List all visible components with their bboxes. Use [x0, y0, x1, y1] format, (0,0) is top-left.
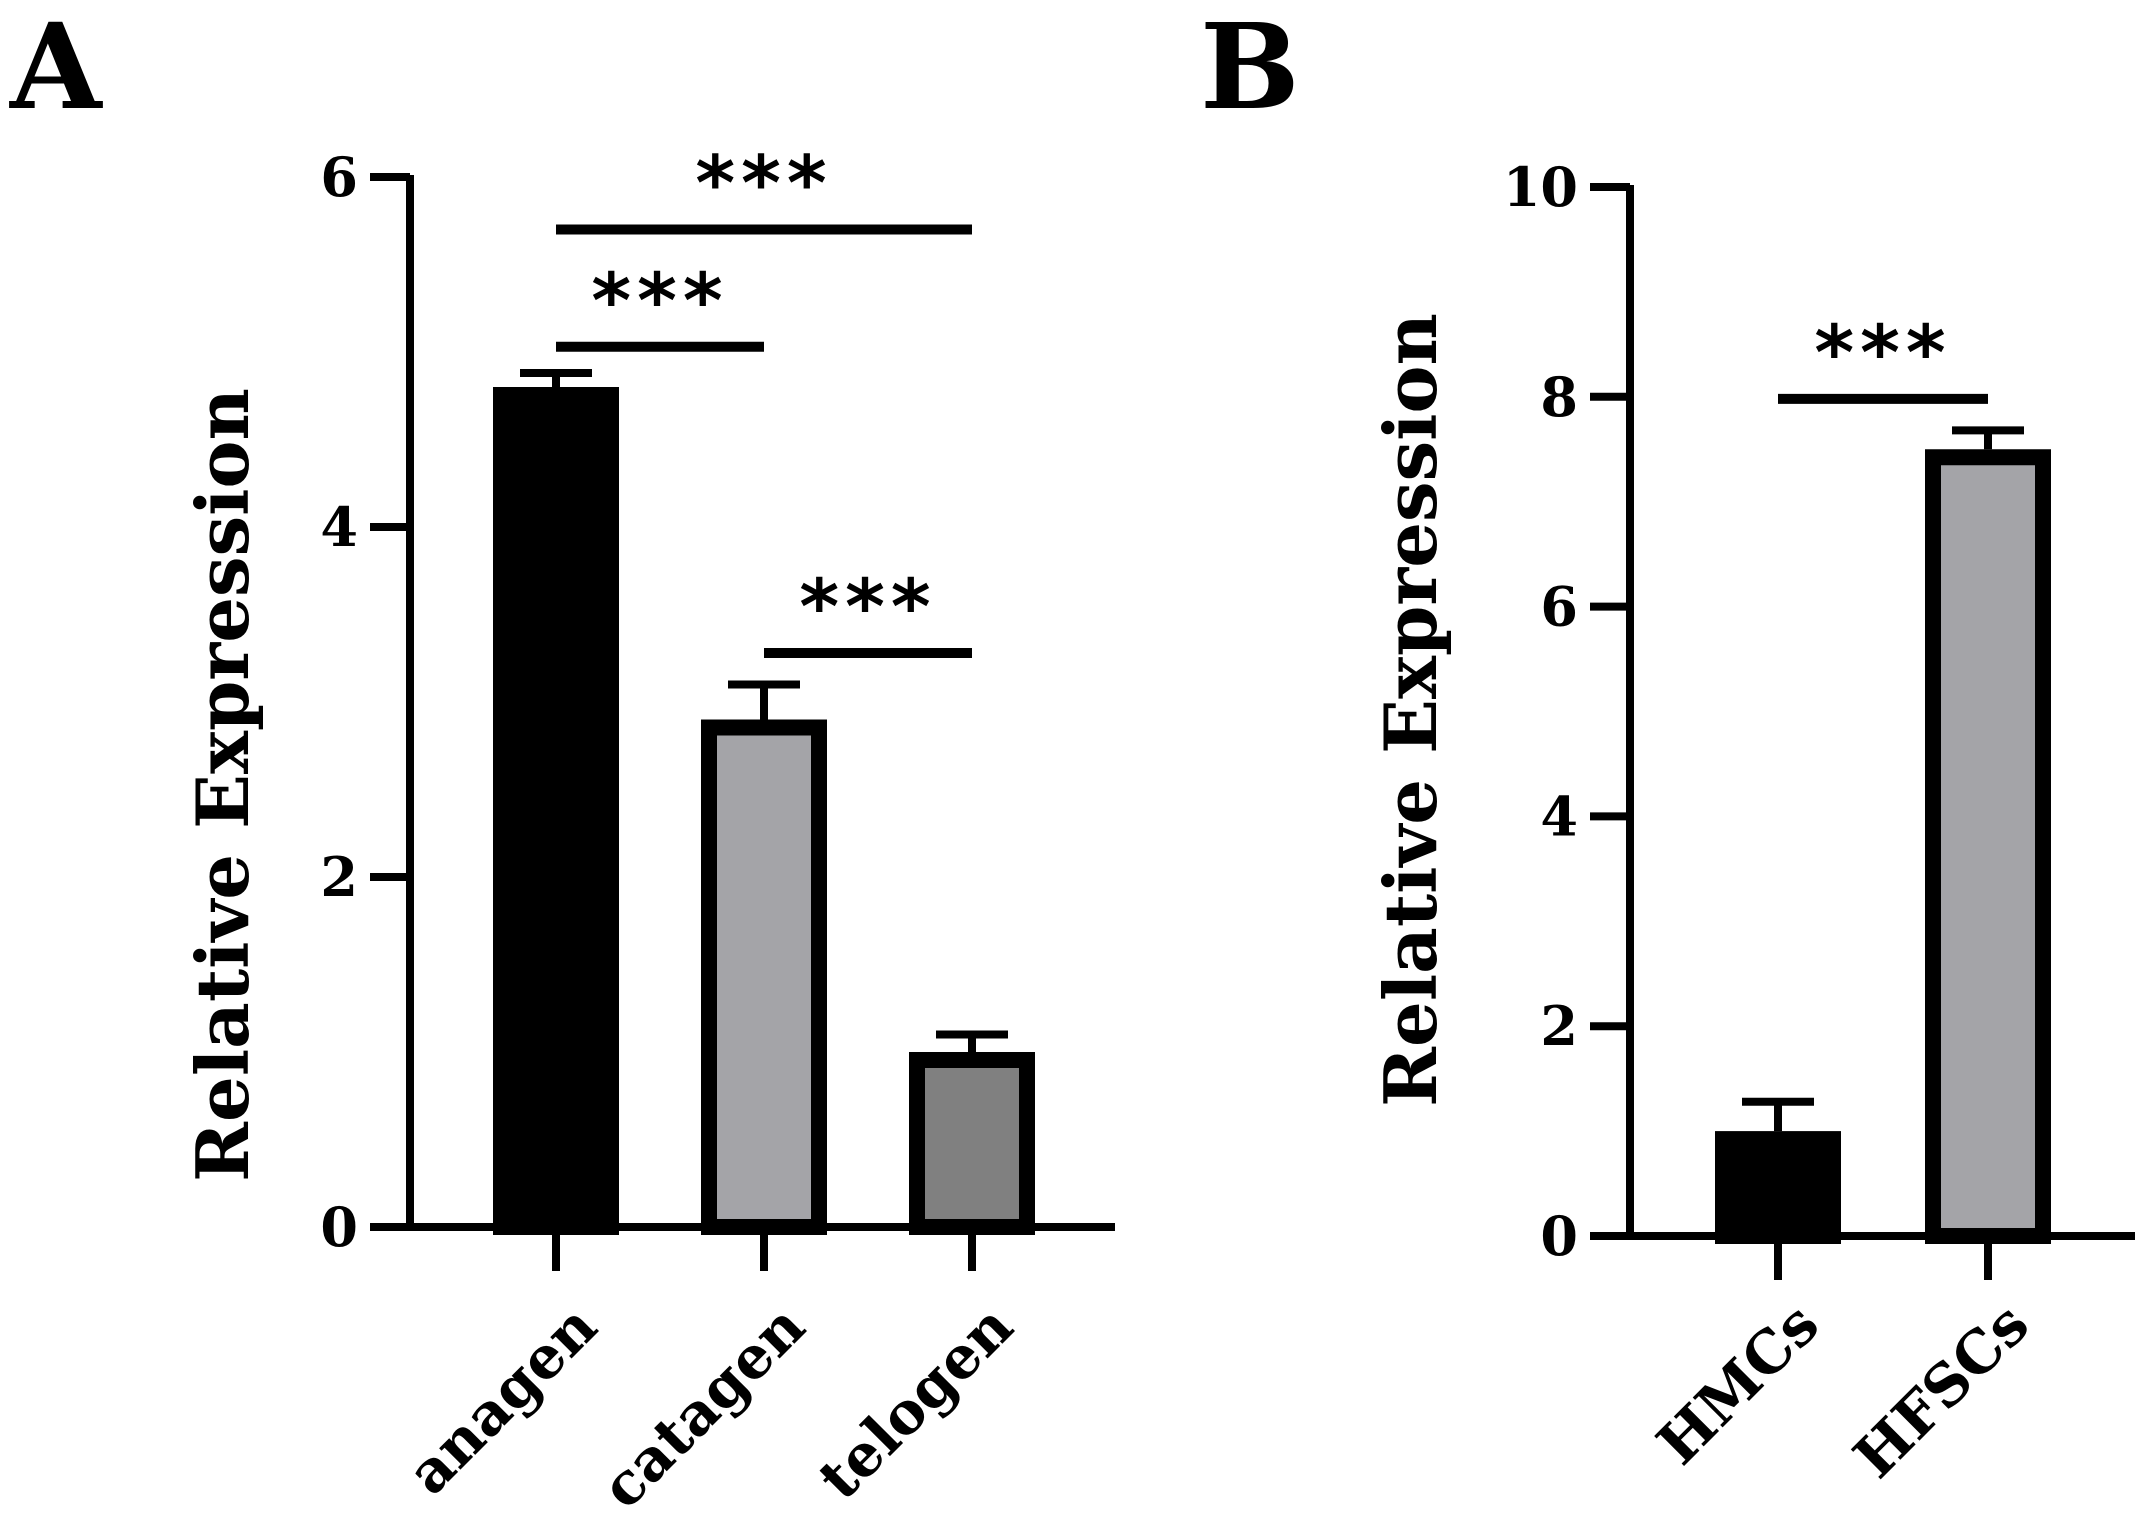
x-tick-label-catagen: catagen: [588, 1292, 818, 1521]
y-tick-label: 4: [1540, 784, 1578, 848]
bar-HMCs: [1715, 1131, 1841, 1244]
x-tick-label-telogen: telogen: [805, 1292, 1026, 1513]
y-tick-label: 2: [320, 845, 358, 909]
y-tick-label: 2: [1540, 994, 1578, 1058]
panel-a-letter: A: [9, 0, 103, 136]
x-tick-label-HFSCs: HFSCs: [1841, 1290, 2042, 1491]
y-tick-label: 0: [1540, 1204, 1578, 1268]
y-tick-label: 8: [1540, 365, 1578, 429]
x-tick-label-HMCs: HMCs: [1644, 1290, 1832, 1478]
y-tick-label: 10: [1503, 155, 1578, 219]
significance-label-anagen-telogen: ***: [695, 139, 832, 228]
panel-a-chart: A Relative Expression 0 2 4 6 anagencatagent…: [9, 0, 1115, 1521]
y-tick-label: 4: [320, 495, 358, 559]
significance-label-anagen-catagen: ***: [591, 256, 728, 345]
significance-label-catagen-telogen: ***: [799, 562, 936, 651]
bar-catagen: [701, 719, 827, 1235]
significance-label-HMCs-HFSCs: ***: [1814, 308, 1951, 397]
panel-b-y-axis-title: Relative Expression: [1368, 313, 1453, 1107]
y-tick-label: 0: [320, 1195, 358, 1259]
panel-a-y-axis-title: Relative Expression: [180, 388, 265, 1182]
x-tick-label-anagen: anagen: [394, 1292, 610, 1508]
bar-HFSCs: [1925, 449, 2051, 1244]
y-tick-label: 6: [1540, 575, 1578, 639]
bar-telogen: [909, 1052, 1035, 1235]
y-tick-label: 6: [320, 145, 358, 209]
panel-b-chart: B Relative Expression 0 2 4 6 8 10 HMCs HFSCs **…: [1200, 0, 2135, 1491]
bar-anagen: [493, 387, 619, 1235]
panel-b-letter: B: [1200, 0, 1300, 136]
